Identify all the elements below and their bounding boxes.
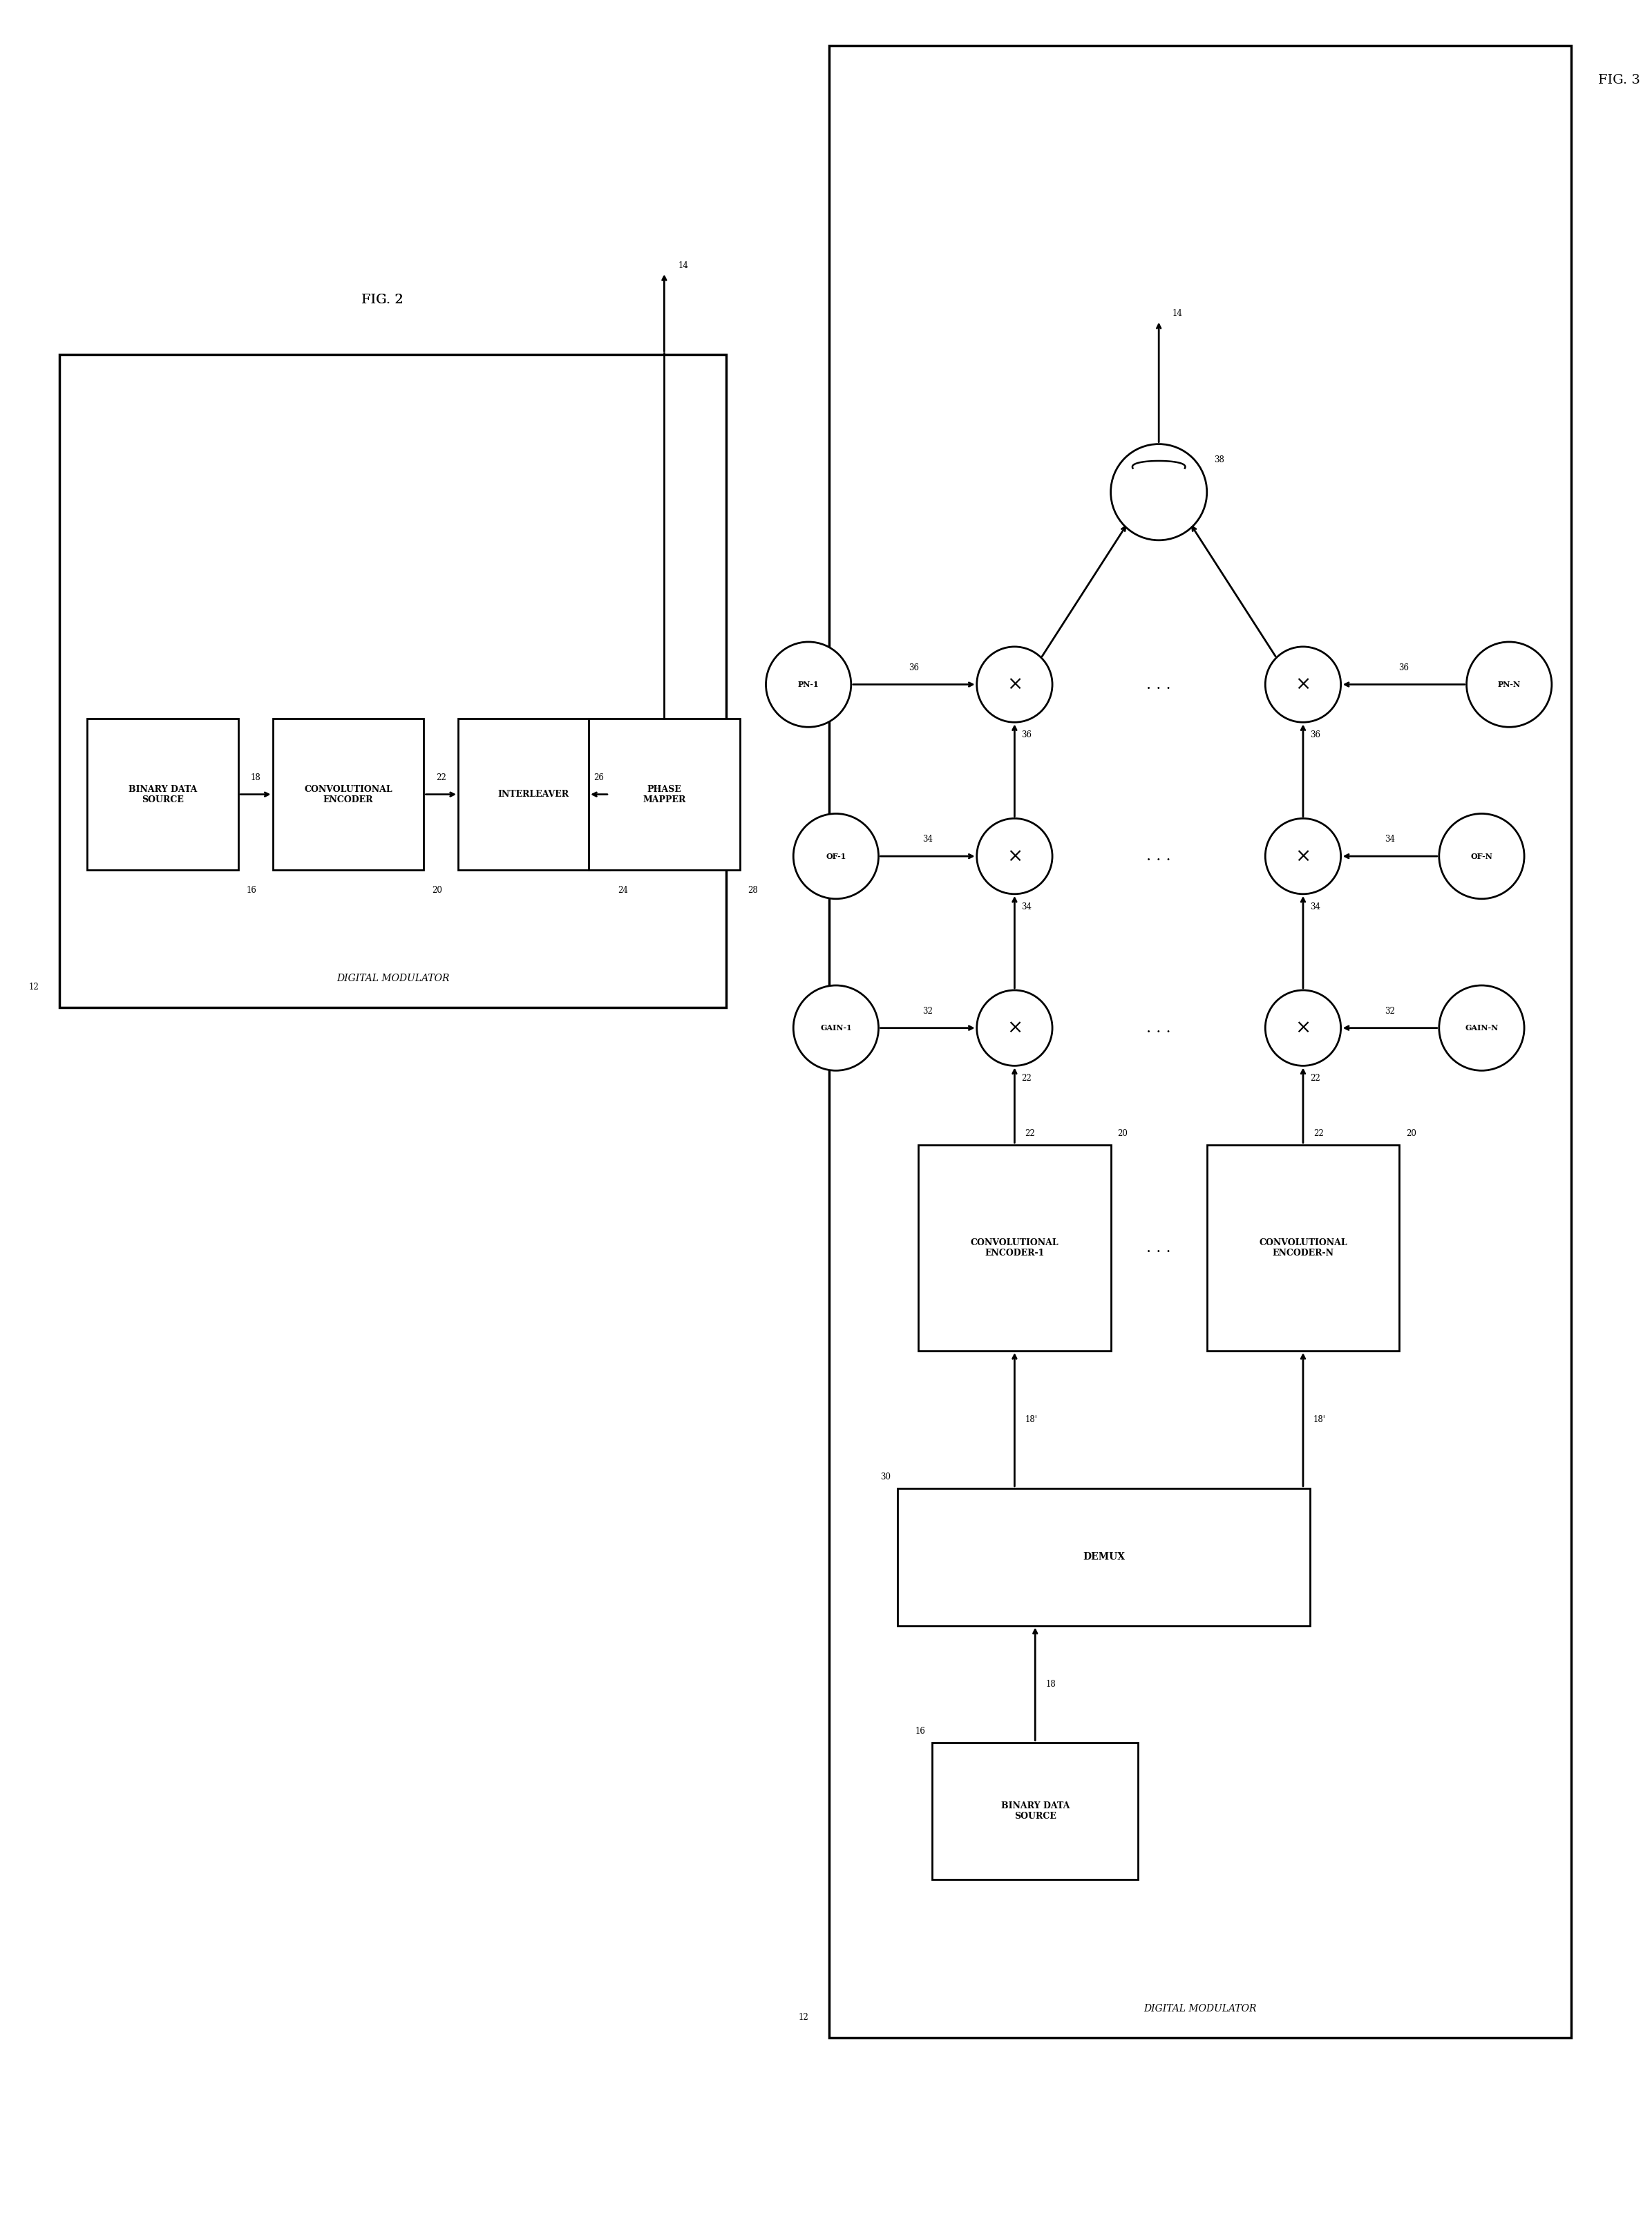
Text: 34: 34 <box>922 835 933 844</box>
Circle shape <box>976 818 1052 893</box>
Circle shape <box>1439 813 1525 900</box>
Bar <box>273 718 425 871</box>
Text: OF-1: OF-1 <box>826 853 846 860</box>
Text: 34: 34 <box>1310 902 1320 911</box>
Text: 14: 14 <box>677 261 689 270</box>
Text: CONVOLUTIONAL
ENCODER: CONVOLUTIONAL ENCODER <box>304 784 392 804</box>
Text: . . .: . . . <box>1146 1019 1171 1035</box>
Text: 12: 12 <box>30 982 40 991</box>
Bar <box>88 718 238 871</box>
Text: 36: 36 <box>1310 731 1320 740</box>
Text: 38: 38 <box>1214 456 1224 465</box>
Bar <box>458 718 610 871</box>
Text: 22: 22 <box>1021 1075 1031 1084</box>
Text: 14: 14 <box>1173 308 1183 319</box>
Bar <box>588 718 740 871</box>
Text: CONVOLUTIONAL
ENCODER-1: CONVOLUTIONAL ENCODER-1 <box>970 1239 1059 1256</box>
Bar <box>829 47 1571 2039</box>
Text: 18: 18 <box>251 773 261 782</box>
Text: 20: 20 <box>433 886 443 895</box>
Text: FIG. 3: FIG. 3 <box>1597 73 1640 86</box>
Text: 18': 18' <box>1313 1416 1325 1425</box>
Circle shape <box>1265 818 1341 893</box>
Text: ×: × <box>1295 847 1312 866</box>
Text: 20: 20 <box>1406 1128 1416 1137</box>
Text: ×: × <box>1295 1019 1312 1037</box>
Circle shape <box>793 986 879 1070</box>
Text: 18: 18 <box>1046 1680 1056 1689</box>
Text: . . .: . . . <box>1146 1241 1171 1256</box>
Circle shape <box>793 813 879 900</box>
Text: BINARY DATA
SOURCE: BINARY DATA SOURCE <box>129 784 197 804</box>
Circle shape <box>976 647 1052 722</box>
Text: . . .: . . . <box>1146 849 1171 864</box>
Text: DIGITAL MODULATOR: DIGITAL MODULATOR <box>337 973 449 984</box>
Text: CONVOLUTIONAL
ENCODER-N: CONVOLUTIONAL ENCODER-N <box>1259 1239 1346 1256</box>
Text: 26: 26 <box>593 773 605 782</box>
Text: 22: 22 <box>1024 1128 1036 1137</box>
Text: DIGITAL MODULATOR: DIGITAL MODULATOR <box>1143 2003 1257 2014</box>
Circle shape <box>767 643 851 727</box>
Text: 16: 16 <box>246 886 256 895</box>
Text: 22: 22 <box>1310 1075 1320 1084</box>
Text: 22: 22 <box>1313 1128 1323 1137</box>
Text: ×: × <box>1006 847 1023 866</box>
Bar <box>59 355 727 1008</box>
Text: 36: 36 <box>909 663 919 671</box>
Circle shape <box>1265 991 1341 1066</box>
Text: DEMUX: DEMUX <box>1082 1551 1125 1562</box>
Circle shape <box>1439 986 1525 1070</box>
Text: FIG. 2: FIG. 2 <box>362 293 403 306</box>
Text: GAIN-1: GAIN-1 <box>819 1024 852 1033</box>
Text: 22: 22 <box>436 773 446 782</box>
Text: 16: 16 <box>915 1726 925 1735</box>
Text: PN-N: PN-N <box>1498 680 1520 689</box>
Circle shape <box>1110 443 1208 541</box>
Text: 28: 28 <box>748 886 758 895</box>
Text: 36: 36 <box>1021 731 1032 740</box>
Text: 18': 18' <box>1024 1416 1037 1425</box>
Text: FIG. 2: FIG. 2 <box>362 293 403 306</box>
Bar <box>1208 1146 1399 1352</box>
Text: PHASE
MAPPER: PHASE MAPPER <box>643 784 686 804</box>
Text: 20: 20 <box>1118 1128 1128 1137</box>
Text: 34: 34 <box>1384 835 1396 844</box>
Text: 24: 24 <box>618 886 628 895</box>
Text: 30: 30 <box>881 1471 890 1480</box>
Circle shape <box>976 991 1052 1066</box>
Text: GAIN-N: GAIN-N <box>1465 1024 1498 1033</box>
Bar <box>932 1742 1138 1879</box>
Text: BINARY DATA
SOURCE: BINARY DATA SOURCE <box>1001 1802 1069 1822</box>
Bar <box>919 1146 1110 1352</box>
Text: 36: 36 <box>1399 663 1409 671</box>
Text: PN-1: PN-1 <box>798 680 819 689</box>
Bar <box>897 1489 1310 1627</box>
Text: OF-N: OF-N <box>1470 853 1493 860</box>
Text: ×: × <box>1295 676 1312 694</box>
Text: INTERLEAVER: INTERLEAVER <box>499 789 570 800</box>
Text: 32: 32 <box>1384 1006 1394 1015</box>
Text: ×: × <box>1006 676 1023 694</box>
Circle shape <box>1467 643 1551 727</box>
Text: . . .: . . . <box>1146 676 1171 691</box>
Text: 12: 12 <box>798 2012 808 2021</box>
Text: ×: × <box>1006 1019 1023 1037</box>
Text: 32: 32 <box>922 1006 933 1015</box>
Circle shape <box>1265 647 1341 722</box>
Text: 34: 34 <box>1021 902 1032 911</box>
